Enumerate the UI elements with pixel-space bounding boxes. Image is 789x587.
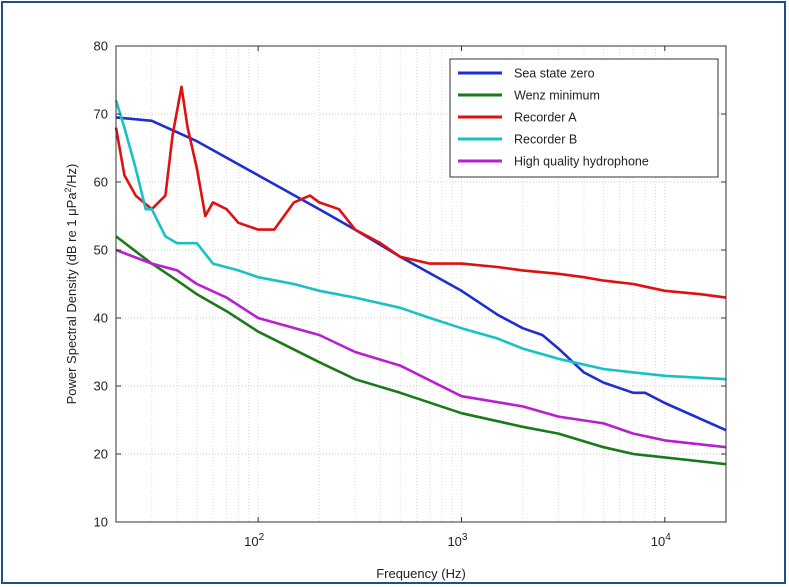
y-tick-label: 30 [94, 379, 108, 394]
y-tick-labels: 10 20 30 40 50 60 70 80 [94, 39, 108, 530]
minor-grid [151, 46, 666, 522]
legend: Sea state zero Wenz minimum Recorder A Reco… [449, 58, 719, 178]
plot-area [115, 45, 727, 523]
legend-label: High quality hydrophone [514, 155, 649, 169]
x-tick-labels: 102 103 104 [244, 532, 671, 549]
series-wenz-minimum [115, 235, 727, 466]
y-tick-label: 80 [94, 39, 108, 54]
y-tick-label: 70 [94, 107, 108, 122]
tick-marks [116, 45, 726, 523]
legend-label: Recorder A [514, 111, 577, 125]
x-tick-label: 102 [244, 532, 264, 549]
legend-label: Sea state zero [514, 67, 595, 81]
y-axis-label: Power Spectral Density (dB re 1 μPa2/Hz) [63, 164, 79, 405]
legend-label: Wenz minimum [514, 89, 600, 103]
series-high-quality-hydrophone [115, 248, 727, 449]
y-tick-label: 10 [94, 515, 108, 530]
y-tick-label: 50 [94, 243, 108, 258]
x-axis-label: Frequency (Hz) [376, 566, 466, 581]
y-tick-label: 20 [94, 447, 108, 462]
series-sea-state-zero [115, 116, 727, 432]
y-tick-label: 60 [94, 175, 108, 190]
series-layer [114, 85, 727, 466]
x-tick-label: 103 [447, 532, 467, 549]
series-recorder-b [114, 100, 727, 381]
legend-label: Recorder B [514, 133, 577, 147]
y-tick-label: 40 [94, 311, 108, 326]
x-tick-label: 104 [651, 532, 671, 549]
series-recorder-a [114, 85, 727, 299]
